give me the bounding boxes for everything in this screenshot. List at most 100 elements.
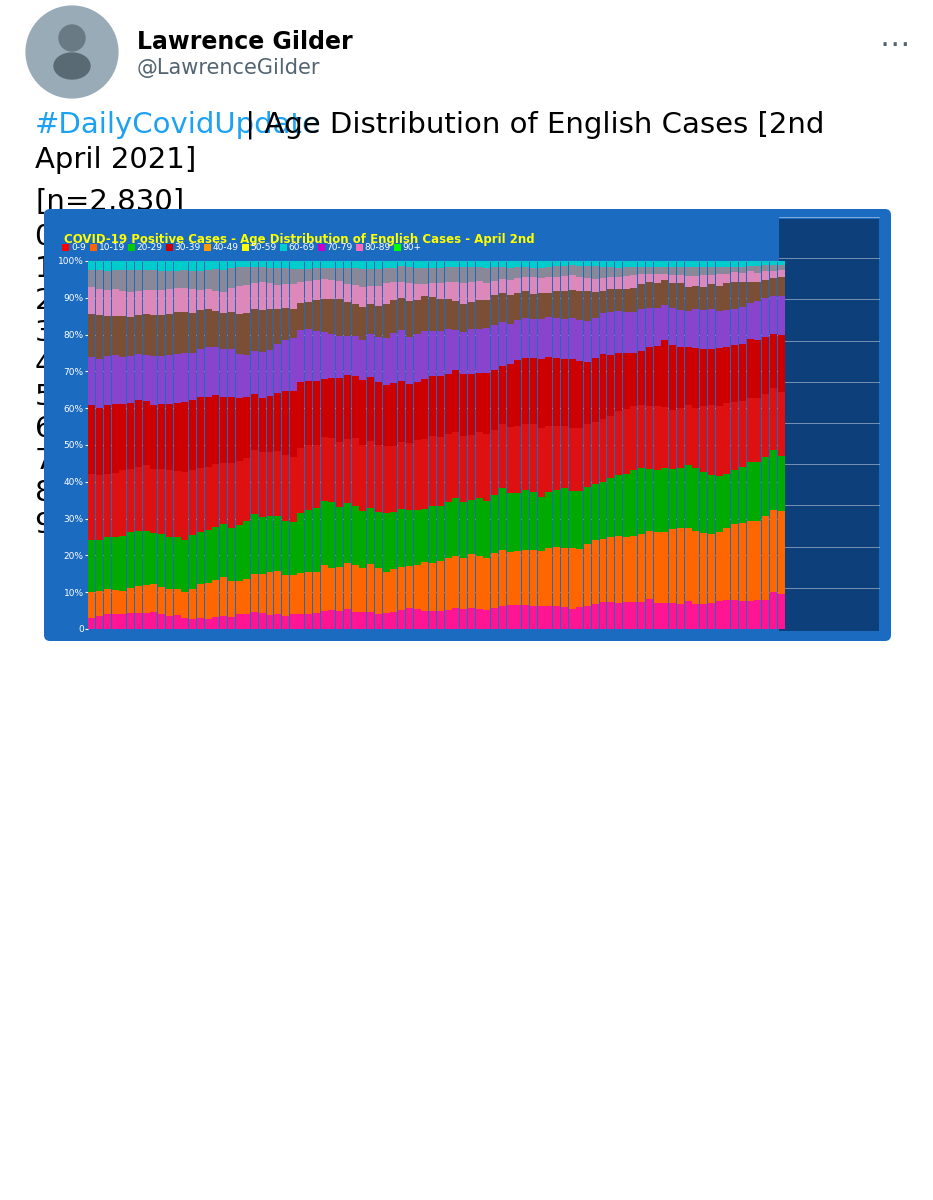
Bar xyxy=(716,262,723,268)
Bar xyxy=(669,268,676,275)
Bar xyxy=(622,268,630,276)
Bar xyxy=(143,290,149,314)
Bar xyxy=(413,608,421,629)
Bar xyxy=(453,607,459,629)
Bar xyxy=(112,355,118,404)
Bar xyxy=(437,560,444,612)
Bar xyxy=(228,349,235,397)
Bar xyxy=(135,400,142,467)
Text: 50-59: 10.92% (309): 50-59: 10.92% (309) xyxy=(35,383,337,410)
Bar xyxy=(213,269,219,290)
Bar xyxy=(514,268,522,278)
Text: [n=2,830]: [n=2,830] xyxy=(35,188,184,216)
Bar xyxy=(213,290,219,311)
Bar xyxy=(251,450,258,515)
Bar xyxy=(368,262,374,269)
Bar xyxy=(654,260,661,266)
Bar xyxy=(507,427,513,493)
Bar xyxy=(476,498,482,556)
Bar xyxy=(328,299,336,335)
Bar xyxy=(545,548,552,606)
Bar xyxy=(166,289,173,314)
Bar xyxy=(398,260,405,266)
Bar xyxy=(631,602,637,629)
Bar xyxy=(359,287,367,307)
Bar xyxy=(328,281,336,299)
Bar xyxy=(661,340,668,407)
Bar xyxy=(622,312,630,353)
Bar xyxy=(375,568,382,614)
Bar xyxy=(770,593,777,629)
Bar xyxy=(445,260,452,268)
Bar xyxy=(228,397,235,463)
Bar xyxy=(669,602,676,629)
Bar xyxy=(708,284,715,308)
Bar xyxy=(638,468,646,534)
Bar xyxy=(313,445,320,509)
Bar xyxy=(739,307,745,344)
Bar xyxy=(600,354,606,419)
Bar xyxy=(537,319,545,359)
Bar xyxy=(553,276,560,292)
Bar xyxy=(158,271,165,289)
Bar xyxy=(321,565,327,611)
Bar xyxy=(746,282,754,302)
Bar xyxy=(545,293,552,317)
Bar xyxy=(669,275,676,283)
Bar xyxy=(592,605,599,629)
Bar xyxy=(375,382,382,445)
Bar xyxy=(762,457,769,516)
Bar xyxy=(174,312,181,354)
Bar xyxy=(359,568,367,612)
Bar xyxy=(577,491,583,548)
Bar xyxy=(413,335,421,383)
Bar xyxy=(537,428,545,497)
Bar xyxy=(499,550,506,606)
Text: 60-69: 60-69 xyxy=(288,242,314,252)
Bar xyxy=(669,260,676,268)
Bar xyxy=(762,280,769,298)
Bar xyxy=(235,461,243,526)
Bar xyxy=(770,277,777,296)
Bar xyxy=(181,473,188,540)
Bar xyxy=(429,506,436,563)
Bar xyxy=(453,266,459,282)
Bar xyxy=(368,612,374,629)
Text: 0-9: 8.20% (232): 0-9: 8.20% (232) xyxy=(35,223,282,251)
Bar xyxy=(638,275,646,284)
Bar xyxy=(561,276,568,290)
Bar xyxy=(375,306,382,337)
Bar xyxy=(607,268,614,277)
Bar xyxy=(352,438,358,506)
Bar xyxy=(723,347,731,403)
Bar xyxy=(577,265,583,277)
Bar xyxy=(383,283,390,304)
Bar xyxy=(499,488,506,550)
Bar xyxy=(321,299,327,332)
Bar xyxy=(258,282,266,310)
Bar xyxy=(189,589,196,618)
Text: COVID-19 Positive Cases - Age Distribution of English Cases - April 2nd: COVID-19 Positive Cases - Age Distributi… xyxy=(64,233,535,246)
Bar xyxy=(244,313,250,355)
Bar xyxy=(204,270,212,289)
Bar xyxy=(344,268,351,283)
Bar xyxy=(305,269,313,282)
Bar xyxy=(258,397,266,452)
Bar xyxy=(383,304,390,337)
Bar xyxy=(584,320,591,361)
Bar xyxy=(622,353,630,409)
Bar xyxy=(181,402,188,473)
Bar xyxy=(235,613,243,629)
Bar xyxy=(197,584,203,618)
Bar xyxy=(537,278,545,293)
Bar xyxy=(220,262,227,270)
Bar xyxy=(770,510,777,593)
Bar xyxy=(352,286,358,304)
Bar xyxy=(344,563,351,610)
Bar xyxy=(235,581,243,613)
Bar xyxy=(537,268,545,278)
Bar xyxy=(445,299,452,329)
Bar xyxy=(204,583,212,619)
Bar xyxy=(731,402,738,470)
Bar xyxy=(258,352,266,397)
